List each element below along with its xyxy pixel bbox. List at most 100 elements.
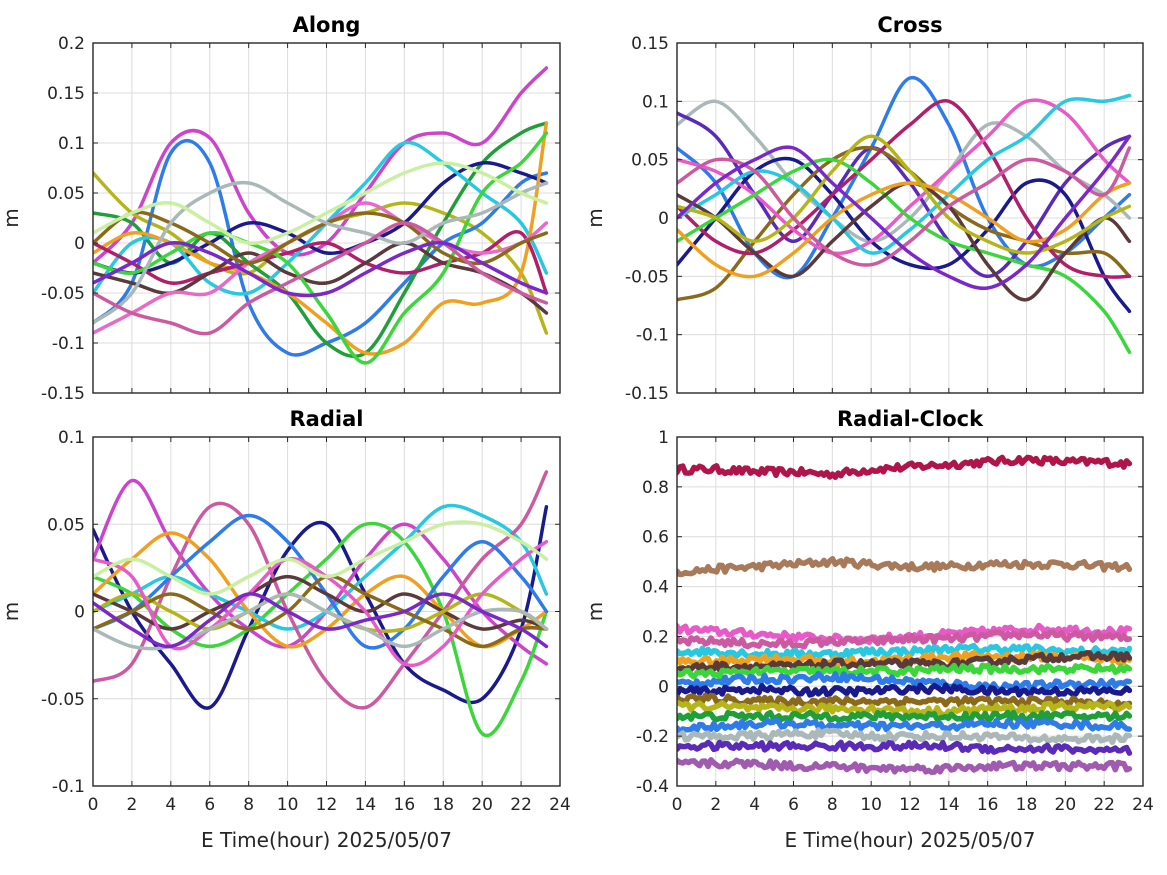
x-tick-label: 18 <box>432 795 454 815</box>
panel-2: -0.15 -0.1 -0.05 0 0.05 0.1 0.15 m Cross <box>583 13 1144 404</box>
panel-title: Radial <box>290 407 364 431</box>
series-10 <box>93 131 549 365</box>
y-tick-label: 0 <box>658 209 669 229</box>
x-tick-label: 4 <box>749 795 760 815</box>
x-tick-label: 8 <box>827 795 838 815</box>
y-tick-label: -0.1 <box>636 326 669 346</box>
series-8 <box>677 662 1133 680</box>
y-tick-label: 0.1 <box>58 134 85 154</box>
y-tick-label: 1 <box>658 428 669 448</box>
x-axis-label: E Time(hour) 2025/05/07 <box>785 828 1036 852</box>
y-tick-label: -0.05 <box>41 690 85 710</box>
y-tick-label: -0.15 <box>625 384 669 404</box>
series-9 <box>677 157 1132 354</box>
y-tick-label: -0.2 <box>636 727 669 747</box>
y-tick-label: 0.05 <box>47 184 85 204</box>
series-14 <box>677 134 1132 291</box>
series-1 <box>677 454 1133 481</box>
y-tick-label: -0.05 <box>41 284 85 304</box>
series-14 <box>93 592 549 649</box>
y-tick-label: 0.1 <box>58 428 85 448</box>
series-11 <box>677 181 1132 279</box>
series-group <box>677 454 1133 775</box>
series-group <box>93 470 549 738</box>
x-tick-label: 14 <box>938 795 960 815</box>
x-tick-label: 18 <box>1016 795 1038 815</box>
series-12 <box>677 134 1132 255</box>
panel-1: -0.15 -0.1 -0.05 0 0.05 0.1 0.15 0.2 m Along <box>0 13 561 404</box>
series-11 <box>677 692 1133 710</box>
x-tick-label: 24 <box>1132 795 1154 815</box>
series-4 <box>677 629 1133 650</box>
y-tick-label: 0.15 <box>631 34 669 54</box>
y-tick-label: 0.05 <box>631 151 669 171</box>
series-1 <box>93 505 549 710</box>
y-tick-label: 0 <box>74 603 85 623</box>
y-axis-label: m <box>0 208 23 227</box>
series-10 <box>677 682 1133 698</box>
series-12 <box>677 699 1133 718</box>
x-tick-label: 6 <box>204 795 215 815</box>
y-axis-label: m <box>583 602 607 621</box>
x-tick-label: 0 <box>672 795 683 815</box>
y-tick-label: 0.2 <box>58 34 85 54</box>
panel-4: -0.4-0.200.20.40.60.810 2 4 6 8 10 12 14 16 18 20 2… <box>583 407 1154 852</box>
y-tick-label: -0.1 <box>52 777 85 797</box>
x-tick-label: 20 <box>471 795 493 815</box>
series-13 <box>677 146 1132 267</box>
panel-title: Radial-Clock <box>837 407 984 431</box>
x-tick-label: 6 <box>788 795 799 815</box>
y-tick-label: 0.1 <box>642 92 669 112</box>
y-axis-label: m <box>0 602 23 621</box>
series-group <box>93 66 549 365</box>
series-3 <box>93 138 549 357</box>
y-tick-label: -0.1 <box>52 334 85 354</box>
y-tick-label: -0.15 <box>41 384 85 404</box>
x-tick-label: 12 <box>899 795 921 815</box>
series-13 <box>93 520 549 596</box>
series-16 <box>93 161 549 246</box>
y-tick-label: 0.6 <box>642 528 669 548</box>
series-15 <box>677 727 1133 746</box>
x-tick-label: 2 <box>710 795 721 815</box>
x-tick-label: 10 <box>860 795 882 815</box>
series-13 <box>93 180 549 325</box>
x-tick-label: 14 <box>355 795 377 815</box>
series-13 <box>677 709 1133 723</box>
series-8 <box>93 574 549 631</box>
series-16 <box>677 739 1133 756</box>
series-14 <box>677 717 1133 735</box>
x-tick-label: 4 <box>165 795 176 815</box>
x-tick-label: 10 <box>277 795 299 815</box>
x-tick-label: 22 <box>1093 795 1115 815</box>
x-tick-label: 8 <box>243 795 254 815</box>
y-tick-label: 0.4 <box>642 578 669 598</box>
series-17 <box>677 757 1133 775</box>
x-tick-label: 0 <box>88 795 99 815</box>
x-tick-label: 16 <box>977 795 999 815</box>
x-tick-label: 24 <box>549 795 571 815</box>
x-tick-label: 2 <box>127 795 138 815</box>
series-2 <box>677 555 1133 578</box>
y-tick-label: 0.2 <box>642 627 669 647</box>
series-9 <box>677 670 1133 693</box>
x-tick-label: 12 <box>316 795 338 815</box>
panel-title: Along <box>293 13 361 37</box>
y-tick-label: 0 <box>658 677 669 697</box>
series-5 <box>93 161 549 275</box>
y-tick-label: -0.05 <box>625 267 669 287</box>
x-axis-label: E Time(hour) 2025/05/07 <box>201 828 452 852</box>
x-tick-label: 16 <box>394 795 416 815</box>
series-14 <box>93 221 549 336</box>
y-axis-label: m <box>583 208 607 227</box>
panel-title: Cross <box>877 13 942 37</box>
y-tick-label: 0.05 <box>47 515 85 535</box>
y-tick-label: 0 <box>74 234 85 254</box>
y-tick-label: 0.15 <box>47 84 85 104</box>
series-group <box>677 76 1132 354</box>
y-tick-label: -0.4 <box>636 777 669 797</box>
x-tick-label: 22 <box>510 795 532 815</box>
x-tick-label: 20 <box>1055 795 1077 815</box>
